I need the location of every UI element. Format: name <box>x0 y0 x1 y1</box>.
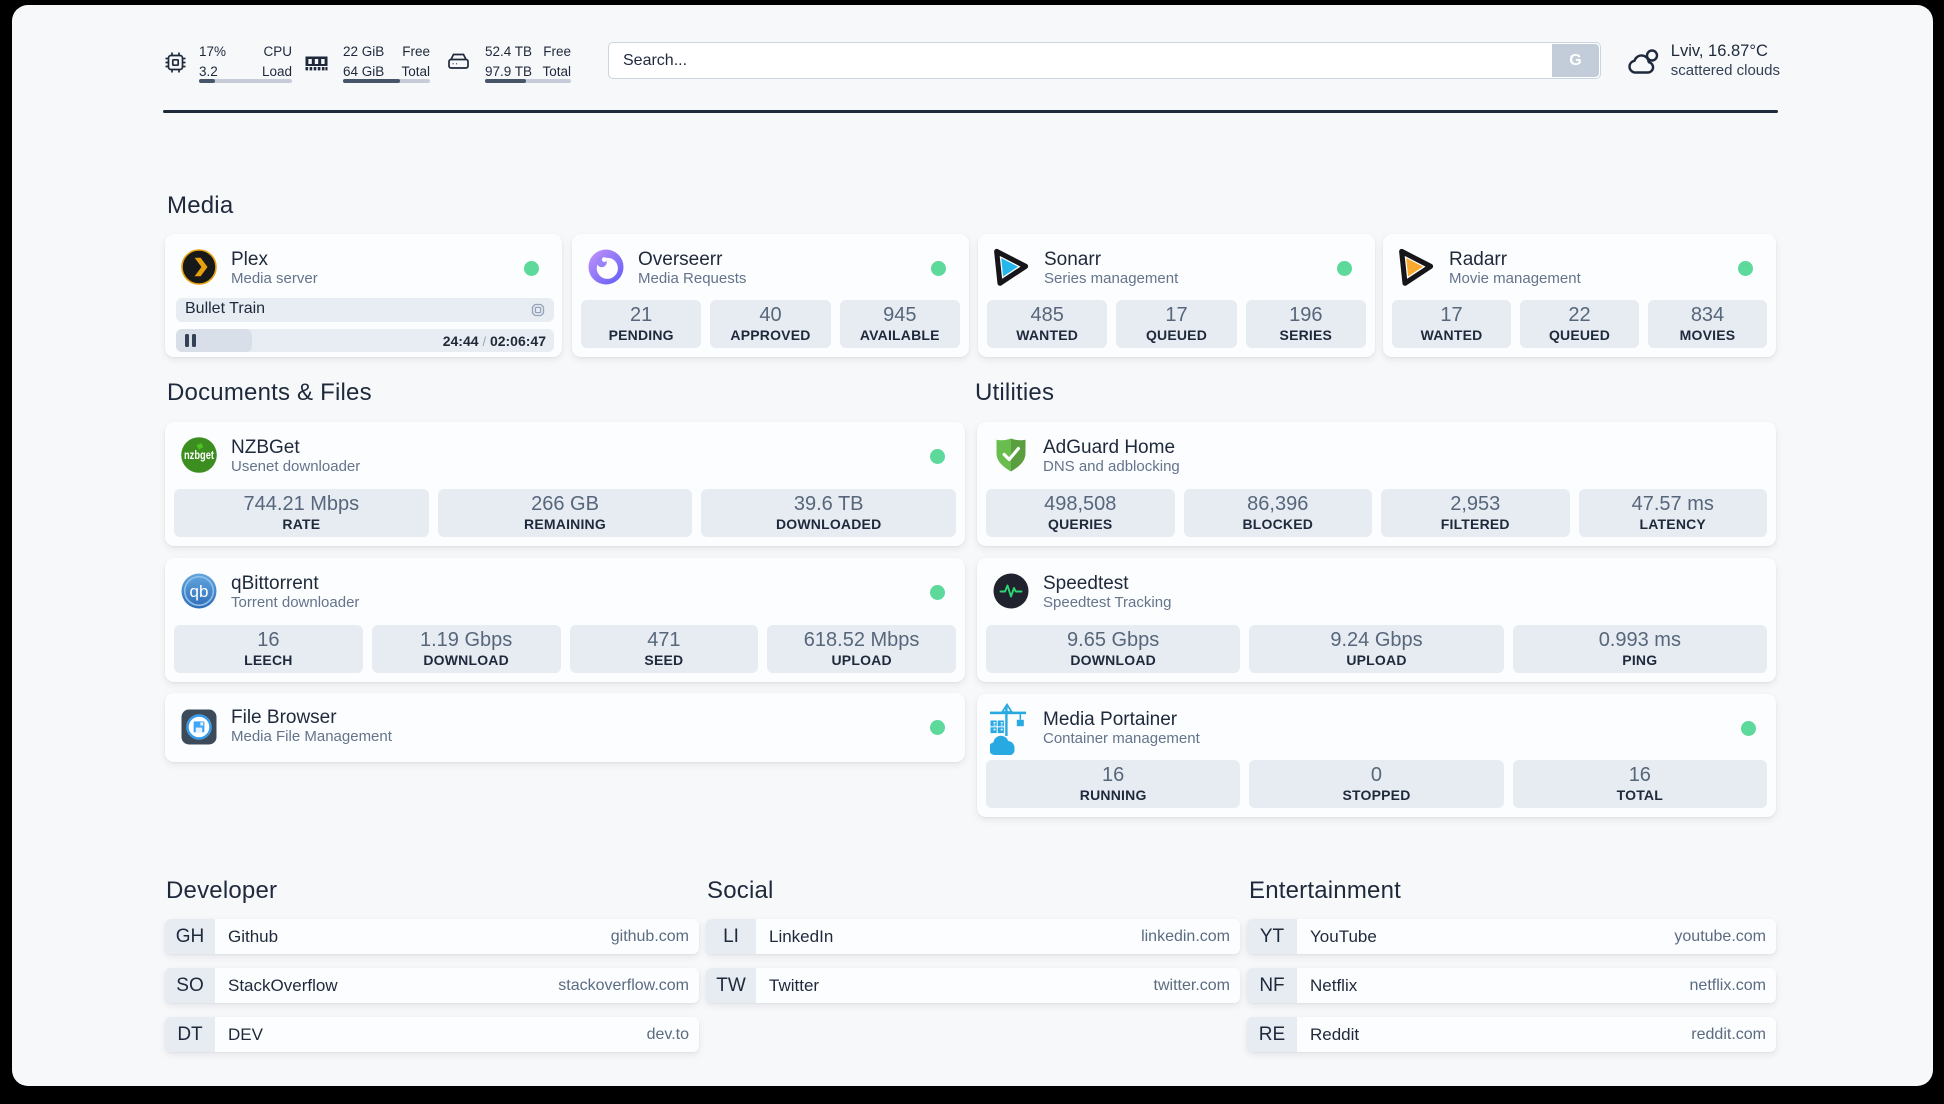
svg-text:nzbget: nzbget <box>184 450 214 462</box>
svg-text:qb: qb <box>190 582 209 601</box>
